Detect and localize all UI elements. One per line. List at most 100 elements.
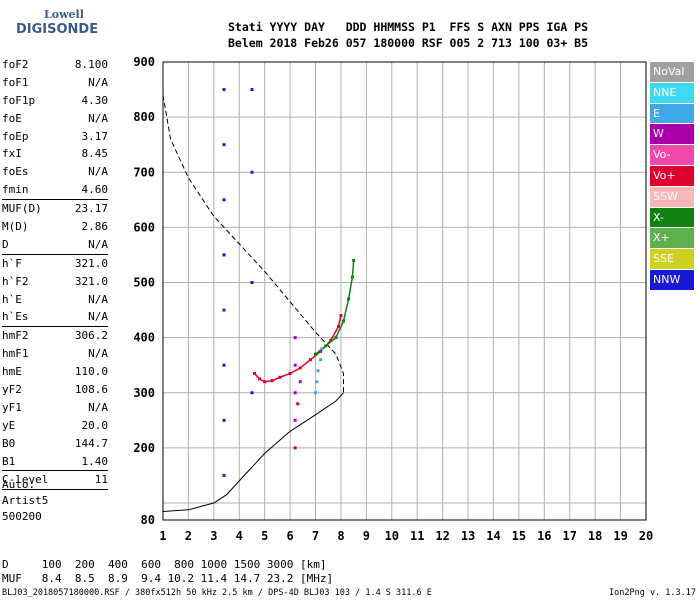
x-tick-label: 18 <box>588 529 602 543</box>
param-value: N/A <box>88 310 108 324</box>
param-value: 3.17 <box>81 129 109 143</box>
param-value: 4.30 <box>81 93 109 107</box>
x-tick-label: 9 <box>363 529 370 543</box>
param-label: foF1 <box>2 75 29 89</box>
data-point <box>222 143 226 147</box>
digisonde-logo: Lowell DIGISONDE <box>4 8 104 44</box>
data-point <box>339 314 343 318</box>
logo-bottom-text: DIGISONDE <box>16 22 99 37</box>
param-label: hmF2 <box>2 329 29 343</box>
header-line-2: Belem 2018 Feb26 057 180000 RSF 005 2 71… <box>228 36 589 50</box>
param-label: h`F2 <box>2 274 29 288</box>
param-label: fxI <box>2 147 22 161</box>
muf-distance-row: D 100 200 400 600 800 1000 1500 3000 [km… <box>2 558 327 571</box>
param-value: 108.6 <box>74 383 108 397</box>
muf-value-row: MUF 8.4 8.5 8.9 9.4 10.2 11.4 14.7 23.2 … <box>2 572 334 585</box>
param-value: 8.45 <box>81 147 109 161</box>
footer-version: Ion2Png v. 1.3.17 <box>609 588 696 598</box>
data-point <box>293 391 297 395</box>
data-point <box>315 380 319 384</box>
param-value: N/A <box>88 111 108 125</box>
param-label: foF1p <box>2 93 36 107</box>
y-tick-label: 400 <box>133 331 155 345</box>
legend-item: NoVal <box>650 62 694 83</box>
trace-line <box>253 315 342 383</box>
legend-item: NNW <box>650 269 694 291</box>
data-point <box>293 418 297 422</box>
data-point <box>314 391 318 395</box>
param-label: foEs <box>2 165 29 179</box>
param-label: C-level <box>2 473 49 487</box>
data-point <box>250 391 254 395</box>
x-tick-label: 4 <box>236 529 243 543</box>
x-tick-label: 2 <box>185 529 192 543</box>
legend-item: SSE <box>650 249 694 270</box>
param-label: h`Es <box>2 310 29 324</box>
footer-file-info: BLJ03_2018057180000.RSF / 380fx512h 50 k… <box>2 588 432 598</box>
y-tick-label: 80 <box>141 513 155 527</box>
profile-dashed-line <box>162 95 344 393</box>
data-point <box>298 380 302 384</box>
x-tick-label: 3 <box>210 529 217 543</box>
legend-item: Vo+ <box>650 165 694 187</box>
y-tick-label: 900 <box>133 55 155 69</box>
param-value: 110.0 <box>74 365 108 379</box>
param-value: 20.0 <box>81 418 109 432</box>
param-label: foE <box>2 111 22 125</box>
param-value: N/A <box>88 347 108 361</box>
param-label: h`E <box>2 292 22 306</box>
data-point <box>222 308 226 312</box>
x-tick-label: 10 <box>385 529 399 543</box>
param-label: MUF(D) <box>2 202 42 216</box>
data-point <box>320 347 324 351</box>
data-point <box>222 88 226 92</box>
legend-item: NNE <box>650 82 694 104</box>
x-tick-label: 13 <box>461 529 475 543</box>
param-value: 306.2 <box>74 329 108 343</box>
data-point <box>250 281 254 284</box>
param-value: 23.17 <box>74 202 108 216</box>
y-tick-label: 300 <box>133 386 155 400</box>
param-value: 1.40 <box>81 454 109 468</box>
param-value: N/A <box>88 165 108 179</box>
legend-item: Vo- <box>650 145 694 166</box>
param-value: 8.100 <box>74 58 108 71</box>
param-label: yF2 <box>2 383 22 397</box>
plot-frame <box>162 61 647 521</box>
legend-item: E <box>650 103 694 125</box>
legend-item: X- <box>650 207 694 229</box>
param-label: B1 <box>2 454 16 468</box>
param-label: M(D) <box>2 220 29 234</box>
auto-line-2: Artist5 <box>2 494 49 507</box>
param-label: D <box>2 237 9 251</box>
param-label: foF2 <box>2 58 29 71</box>
legend-item: W <box>650 124 694 146</box>
x-tick-label: 19 <box>613 529 627 543</box>
y-tick-label: 600 <box>133 220 155 234</box>
data-point <box>250 88 254 92</box>
param-value: 321.0 <box>74 274 108 288</box>
param-label: h`F <box>2 256 22 270</box>
data-point <box>222 198 226 202</box>
x-tick-label: 1 <box>159 529 166 543</box>
logo-top-text: Lowell <box>44 8 84 21</box>
param-label: hmF1 <box>2 347 29 361</box>
data-point <box>316 369 320 373</box>
param-value: N/A <box>88 237 108 251</box>
y-tick-label: 700 <box>133 165 155 179</box>
data-point <box>222 418 226 422</box>
data-point <box>253 371 257 375</box>
data-point <box>296 402 300 406</box>
data-point <box>293 336 297 340</box>
data-point <box>222 473 226 477</box>
x-tick-label: 12 <box>435 529 449 543</box>
y-tick-label: 800 <box>133 110 155 124</box>
x-tick-label: 11 <box>410 529 424 543</box>
param-value: N/A <box>88 400 108 414</box>
param-label: foEp <box>2 129 29 143</box>
legend-item: SSW <box>650 186 694 208</box>
param-label: hmE <box>2 365 22 379</box>
profile-solid-line <box>162 392 344 512</box>
x-tick-label: 5 <box>261 529 268 543</box>
